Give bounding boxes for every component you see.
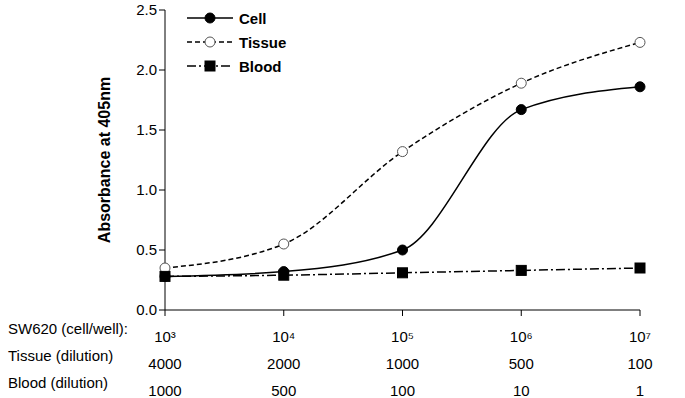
html-text:Blood: Blood: [239, 57, 282, 75]
svg-text:2000: 2000: [267, 355, 300, 372]
svg-text:10⁶: 10⁶: [510, 328, 533, 345]
svg-text:500: 500: [271, 382, 296, 398]
html-text:Blood (dilution): Blood (dilution): [8, 374, 109, 391]
svg-text:2.0: 2.0: [136, 61, 157, 78]
svg-text:100: 100: [627, 355, 652, 372]
svg-text:0.5: 0.5: [136, 241, 157, 258]
svg-text:Absorbance at 405nm: Absorbance at 405nm: [96, 77, 113, 243]
svg-text:2.5: 2.5: [136, 1, 157, 18]
svg-text:0.0: 0.0: [136, 301, 157, 318]
svg-text:10⁵: 10⁵: [391, 328, 414, 345]
svg-text:10: 10: [513, 382, 530, 398]
svg-text:1000: 1000: [386, 355, 419, 372]
svg-text:1.0: 1.0: [136, 181, 157, 198]
html-text:Tissue: Tissue: [239, 33, 287, 51]
html-text:SW620 (cell/well):: SW620 (cell/well):: [8, 320, 128, 337]
svg-text:4000: 4000: [148, 355, 181, 372]
svg-text:10³: 10³: [154, 328, 176, 345]
svg-text:1: 1: [636, 382, 644, 398]
svg-text:10⁴: 10⁴: [272, 328, 295, 345]
html-text:Tissue (dilution): Tissue (dilution): [8, 347, 114, 364]
svg-text:100: 100: [390, 382, 415, 398]
html-text:Cell: Cell: [239, 9, 267, 27]
svg-text:500: 500: [509, 355, 534, 372]
svg-text:1000: 1000: [148, 382, 181, 398]
svg-text:1.5: 1.5: [136, 121, 157, 138]
svg-text:10⁷: 10⁷: [629, 328, 651, 345]
